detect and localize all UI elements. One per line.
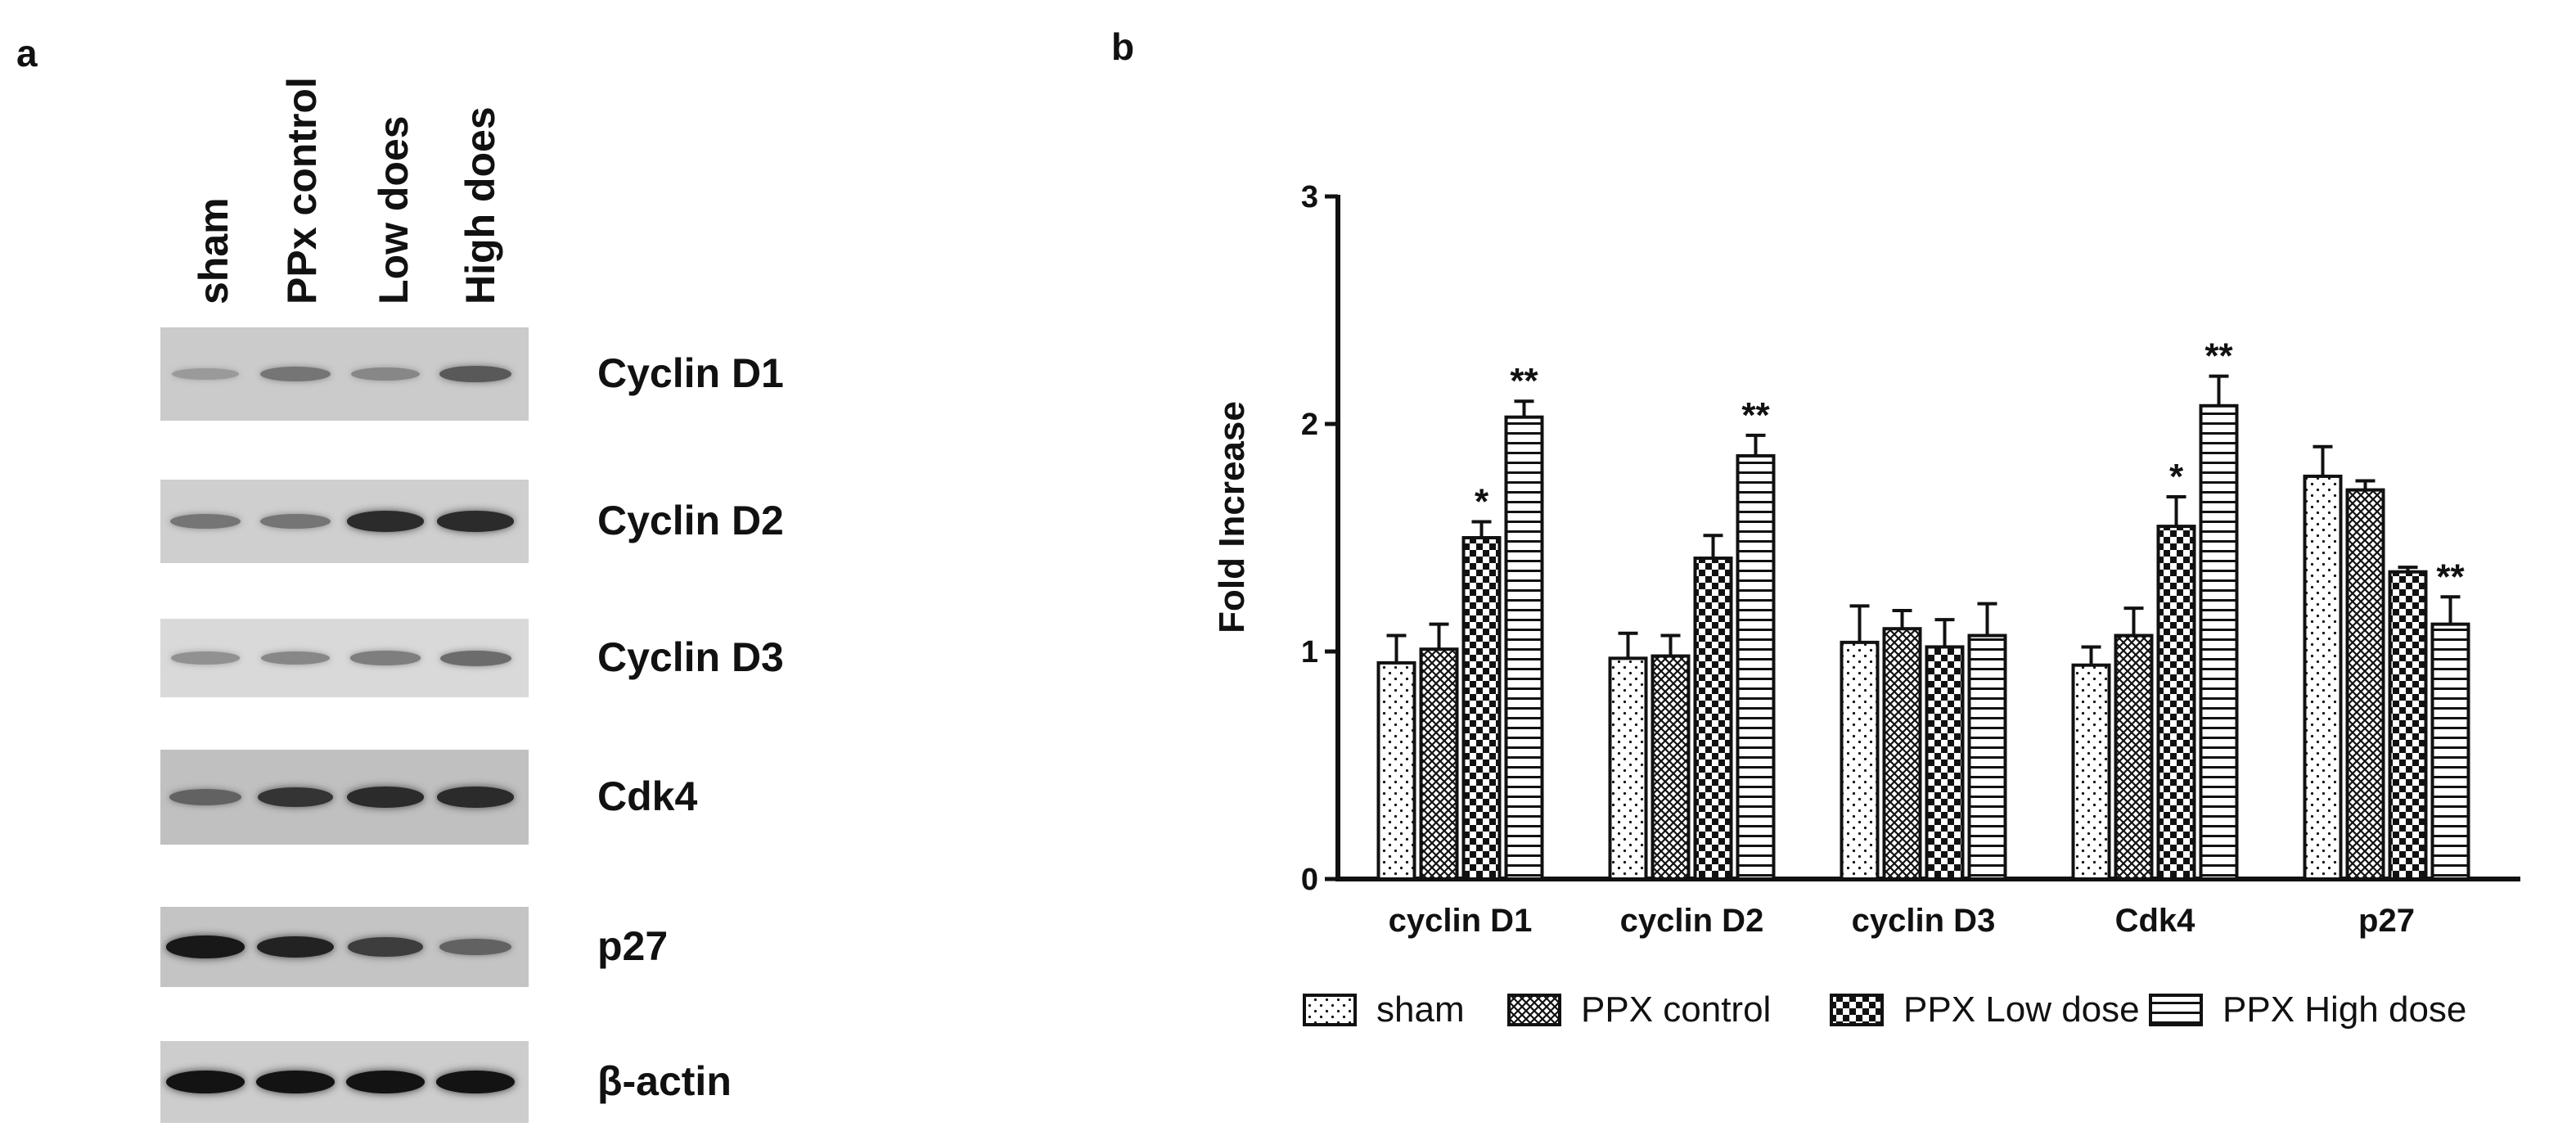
- bar: [2156, 525, 2196, 881]
- bar: [2199, 403, 2239, 881]
- blot-band: [347, 787, 424, 808]
- blot-label: Cyclin D1: [597, 350, 784, 396]
- legend-swatch: [1303, 994, 1357, 1026]
- blot-label: β-actin: [597, 1058, 732, 1104]
- y-tick-label: 0: [1301, 863, 1318, 897]
- blot-band: [347, 511, 424, 532]
- blot-band: [436, 1071, 515, 1093]
- bar: [2430, 622, 2470, 881]
- blot-band: [256, 935, 335, 958]
- x-tick-label: cyclin D3: [1852, 903, 1996, 939]
- bar: [1419, 647, 1459, 881]
- bar: [2071, 663, 2111, 881]
- blot-band: [259, 366, 331, 382]
- significance-label: **: [2204, 336, 2233, 376]
- blot-band: [166, 1071, 245, 1093]
- blot-band: [350, 651, 421, 665]
- significance-label: *: [2169, 457, 2184, 497]
- bar: [1651, 654, 1691, 881]
- bar: [1608, 656, 1648, 881]
- bar: [1376, 660, 1416, 881]
- lane-label: Low does: [371, 115, 417, 304]
- blot-strip: [160, 619, 529, 697]
- x-tick-label: cyclin D2: [1620, 903, 1764, 939]
- bar: [1925, 645, 1965, 881]
- bar: [1461, 536, 1502, 881]
- significance-label: **: [2436, 557, 2465, 597]
- panel-b-label: b: [1111, 25, 1135, 68]
- blot-label: Cyclin D3: [597, 634, 784, 680]
- blot-band: [166, 935, 245, 958]
- lane-label: High does: [457, 106, 503, 304]
- legend: sham PPX control PPX Low dose PPX High dose: [1303, 989, 2466, 1030]
- blot-band: [346, 1071, 425, 1093]
- blot-band: [437, 787, 514, 808]
- significance-label: *: [1475, 482, 1489, 522]
- y-tick-label: 3: [1301, 180, 1318, 214]
- y-axis-label: Fold Increase: [1212, 401, 1252, 633]
- legend-swatch: [1507, 994, 1561, 1026]
- blot-band: [256, 1071, 335, 1093]
- blot-label: p27: [597, 923, 669, 969]
- panel-a-label: a: [16, 32, 38, 74]
- legend-label: PPX control: [1581, 989, 1771, 1030]
- blot-band: [171, 651, 240, 665]
- x-tick-label: p27: [2358, 903, 2415, 939]
- blot-strip: [160, 750, 529, 845]
- bar: [1967, 633, 2007, 881]
- blot-band: [350, 367, 421, 381]
- blot-band: [171, 367, 240, 381]
- bar: [1840, 640, 1880, 881]
- legend-label: PPX High dose: [2222, 989, 2466, 1030]
- bar: [1504, 415, 1544, 881]
- bar: [2388, 570, 2428, 881]
- blot-strip: [160, 327, 529, 421]
- blot-band: [259, 513, 331, 530]
- blot-strip: [160, 1041, 529, 1123]
- bar: [1736, 453, 1776, 881]
- blot-band: [260, 651, 331, 665]
- blot-band: [257, 787, 334, 808]
- blot-band: [169, 513, 241, 530]
- x-tick-label: cyclin D1: [1389, 903, 1533, 939]
- legend-label: PPX Low dose: [1903, 989, 2140, 1030]
- blot-strip: [160, 907, 529, 987]
- bar: [1693, 557, 1733, 881]
- blot-band: [439, 939, 511, 955]
- blot-band: [439, 650, 511, 666]
- lane-label: sham: [191, 197, 236, 304]
- legend-swatch: [1830, 994, 1884, 1026]
- blot-band: [169, 789, 241, 805]
- bar: [2303, 474, 2343, 881]
- bar: [2114, 633, 2154, 881]
- y-tick-label: 1: [1301, 635, 1318, 669]
- blot-label: Cyclin D2: [597, 498, 784, 543]
- significance-label: **: [1741, 395, 1770, 435]
- x-tick-label: Cdk4: [2115, 903, 2196, 939]
- blot-strip: [160, 480, 529, 563]
- y-tick-label: 2: [1301, 408, 1318, 442]
- blot-band: [437, 511, 514, 532]
- significance-label: **: [1510, 361, 1538, 401]
- bar: [2345, 488, 2385, 881]
- legend-swatch: [2149, 994, 2203, 1026]
- bar: [1882, 627, 1922, 881]
- blot-band: [348, 937, 423, 957]
- blot-band: [439, 365, 512, 383]
- legend-label: sham: [1376, 989, 1465, 1030]
- blot-label: Cdk4: [597, 773, 698, 819]
- lane-label: PPx control: [279, 77, 325, 304]
